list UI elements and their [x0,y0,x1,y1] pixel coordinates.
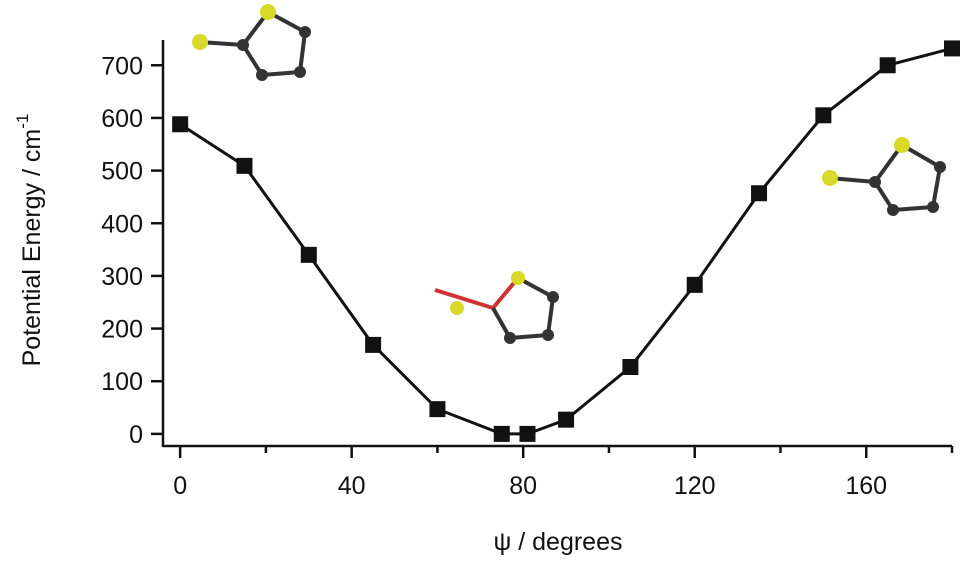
y-tick-label: 700 [101,52,143,80]
marker [429,401,446,418]
y-tick-label: 0 [129,421,143,449]
series-line [179,46,953,436]
x-tick-label: 40 [338,472,366,500]
y-tick-label: 400 [101,210,143,238]
y-tick-label: 100 [101,368,143,396]
x-tick-label: 160 [845,472,887,500]
marker [815,107,832,124]
marker [622,359,639,376]
y-tick-label: 600 [101,105,143,133]
marker [172,116,189,133]
marker [519,425,536,442]
y-axis-label: Potential Energy / cm-1 [13,114,46,367]
molecule-right [822,137,946,216]
marker [236,157,253,174]
marker [300,246,317,263]
marker [365,336,382,353]
y-tick-label: 200 [101,316,143,344]
y-tick-label: 300 [101,263,143,291]
molecule-top-left [192,4,311,81]
x-tick-label: 120 [674,472,716,500]
marker [493,425,510,442]
marker [944,40,960,57]
y-tick-label: 500 [101,158,143,186]
y-axis-label-sup: -1 [13,114,32,129]
marker [558,411,575,428]
y-axis-label-main: Potential Energy / cm [18,129,46,367]
x-axis-label: ψ / degrees [493,528,622,556]
marker [879,57,896,74]
x-tick-label: 80 [509,472,537,500]
molecule-middle [434,271,559,344]
marker [686,276,703,293]
marker [751,185,768,202]
x-tick-label: 0 [173,472,187,500]
